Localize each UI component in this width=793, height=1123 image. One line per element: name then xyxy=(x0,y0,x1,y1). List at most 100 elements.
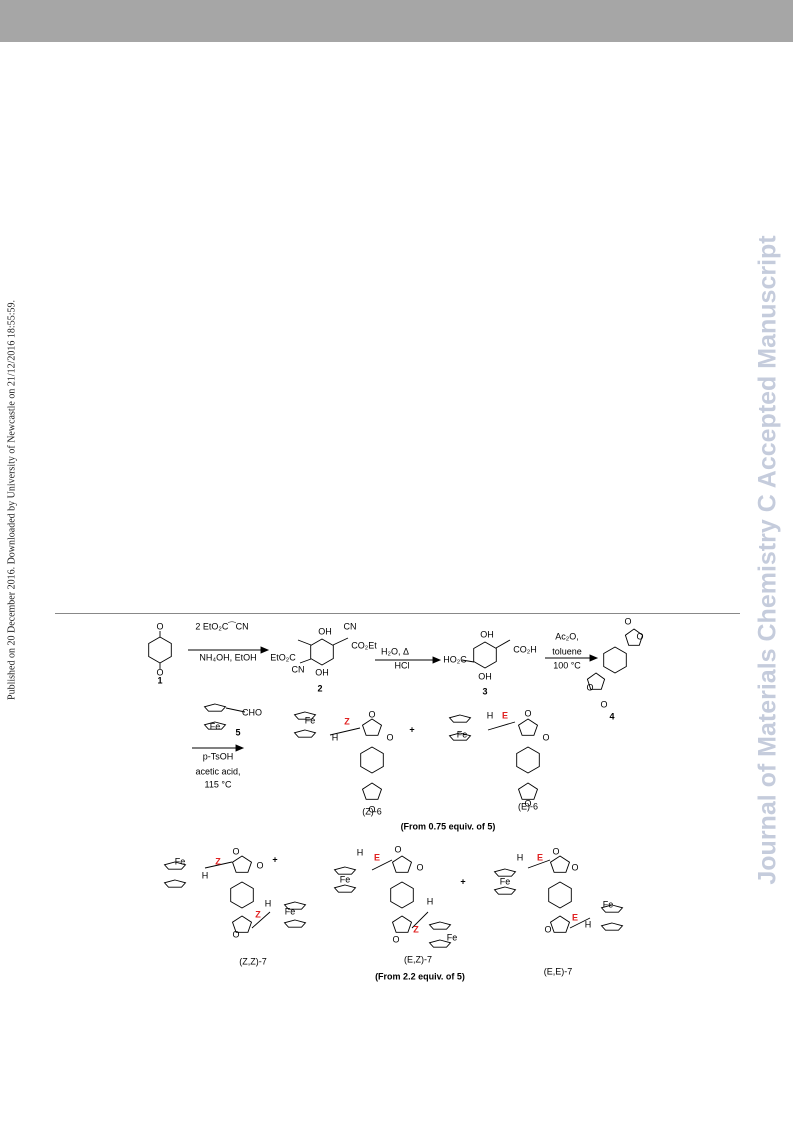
atom-label: O xyxy=(552,846,559,856)
atom-label: EtO₂C xyxy=(270,652,296,662)
isomer-mark: E xyxy=(572,912,578,922)
compound-number: 1 xyxy=(157,675,162,685)
atom-label: O xyxy=(232,929,239,939)
cp-ring xyxy=(493,868,517,877)
isomer-mark: E xyxy=(537,852,543,862)
cp-ring xyxy=(283,919,307,928)
isomer-mark: E xyxy=(502,710,508,720)
product-label: (E,E)-7 xyxy=(544,966,573,976)
cp-ring xyxy=(428,921,452,930)
reagent-label: HCl xyxy=(395,660,410,670)
product-label: (E)-6 xyxy=(518,801,538,811)
atom-label: H xyxy=(427,896,434,906)
atom-label: CN xyxy=(292,664,305,674)
atom-label: HO₂C xyxy=(443,654,467,664)
atom-label: H xyxy=(202,870,209,880)
ring xyxy=(390,881,414,909)
ring xyxy=(360,746,384,774)
cp-ring xyxy=(624,628,644,646)
atom-label: OH xyxy=(480,629,494,639)
product-label: (Z)-6 xyxy=(362,806,382,816)
cp-ring xyxy=(600,904,624,913)
ring xyxy=(516,746,540,774)
atom-label: Fe xyxy=(305,715,316,725)
bond xyxy=(204,861,233,869)
atom-label: OH xyxy=(315,667,329,677)
isomer-mark: Z xyxy=(215,856,221,866)
arrowhead xyxy=(235,744,245,752)
bond xyxy=(495,639,511,649)
atom-label: Fe xyxy=(210,721,221,731)
cp-ring xyxy=(517,718,539,736)
plus-sign: + xyxy=(460,876,465,886)
bond xyxy=(251,911,271,929)
bond xyxy=(569,917,591,929)
bond xyxy=(527,859,551,869)
bond xyxy=(297,639,312,646)
divider xyxy=(55,613,740,614)
atom-label: Fe xyxy=(285,906,296,916)
atom-label: CHO xyxy=(242,707,262,717)
compound-number: 5 xyxy=(235,727,240,737)
plus-sign: + xyxy=(409,724,414,734)
atom-label: Fe xyxy=(175,856,186,866)
scheme-note: (From 2.2 equiv. of 5) xyxy=(375,971,465,981)
atom-label: Fe xyxy=(500,876,511,886)
isomer-mark: Z xyxy=(344,716,350,726)
atom-label: CO₂H xyxy=(513,644,537,654)
cp-ring xyxy=(231,855,253,873)
atom-label: CO₂Et xyxy=(351,640,377,650)
atom-label: H xyxy=(585,919,592,929)
atom-label: O xyxy=(392,934,399,944)
reagent-label: 115 °C xyxy=(205,779,232,789)
product-label: (E,Z)-7 xyxy=(404,954,432,964)
atom-label: H xyxy=(265,898,272,908)
atom-label: O xyxy=(368,804,375,814)
cp-ring xyxy=(549,855,571,873)
top-bar xyxy=(0,0,793,42)
atom-label: Fe xyxy=(447,932,458,942)
atom-label: H xyxy=(357,847,364,857)
bond xyxy=(299,658,312,664)
atom-label: O xyxy=(368,709,375,719)
cp-ring xyxy=(391,915,413,933)
ring xyxy=(148,636,172,664)
atom-label: O xyxy=(156,621,163,631)
ring xyxy=(230,881,254,909)
arrowhead xyxy=(589,654,599,662)
cp-ring xyxy=(493,886,517,895)
bond xyxy=(461,659,475,663)
isomer-mark: E xyxy=(374,852,380,862)
atom-label: CN xyxy=(344,621,357,631)
atom-label: O xyxy=(156,667,163,677)
cp-ring xyxy=(600,922,624,931)
cp-ring xyxy=(203,721,227,730)
atom-label: Fe xyxy=(340,874,351,884)
reagent-label: NH₄OH, EtOH xyxy=(199,652,256,662)
arrowhead xyxy=(432,656,442,664)
compound-number: 4 xyxy=(609,711,614,721)
atom-label: O xyxy=(524,708,531,718)
cp-ring xyxy=(231,915,253,933)
cp-ring xyxy=(283,901,307,910)
cp-ring xyxy=(391,855,413,873)
bond xyxy=(371,859,393,871)
compound-number: 3 xyxy=(482,686,487,696)
reagent-label: 2 EtO₂C⁀CN xyxy=(195,620,248,631)
atom-label: O xyxy=(624,616,631,626)
atom-label: Fe xyxy=(603,899,614,909)
cp-ring xyxy=(549,915,571,933)
cp-ring xyxy=(163,879,187,888)
bond xyxy=(329,727,361,736)
atom-label: OH xyxy=(478,671,492,681)
atom-label: O xyxy=(586,682,593,692)
isomer-mark: Z xyxy=(413,924,419,934)
reagent-label: H₂O, Δ xyxy=(381,646,409,656)
ring xyxy=(473,641,497,669)
atom-label: O xyxy=(416,862,423,872)
atom-label: O xyxy=(542,732,549,742)
atom-label: O xyxy=(524,798,531,808)
atom-label: H xyxy=(517,852,524,862)
atom-label: O xyxy=(394,844,401,854)
